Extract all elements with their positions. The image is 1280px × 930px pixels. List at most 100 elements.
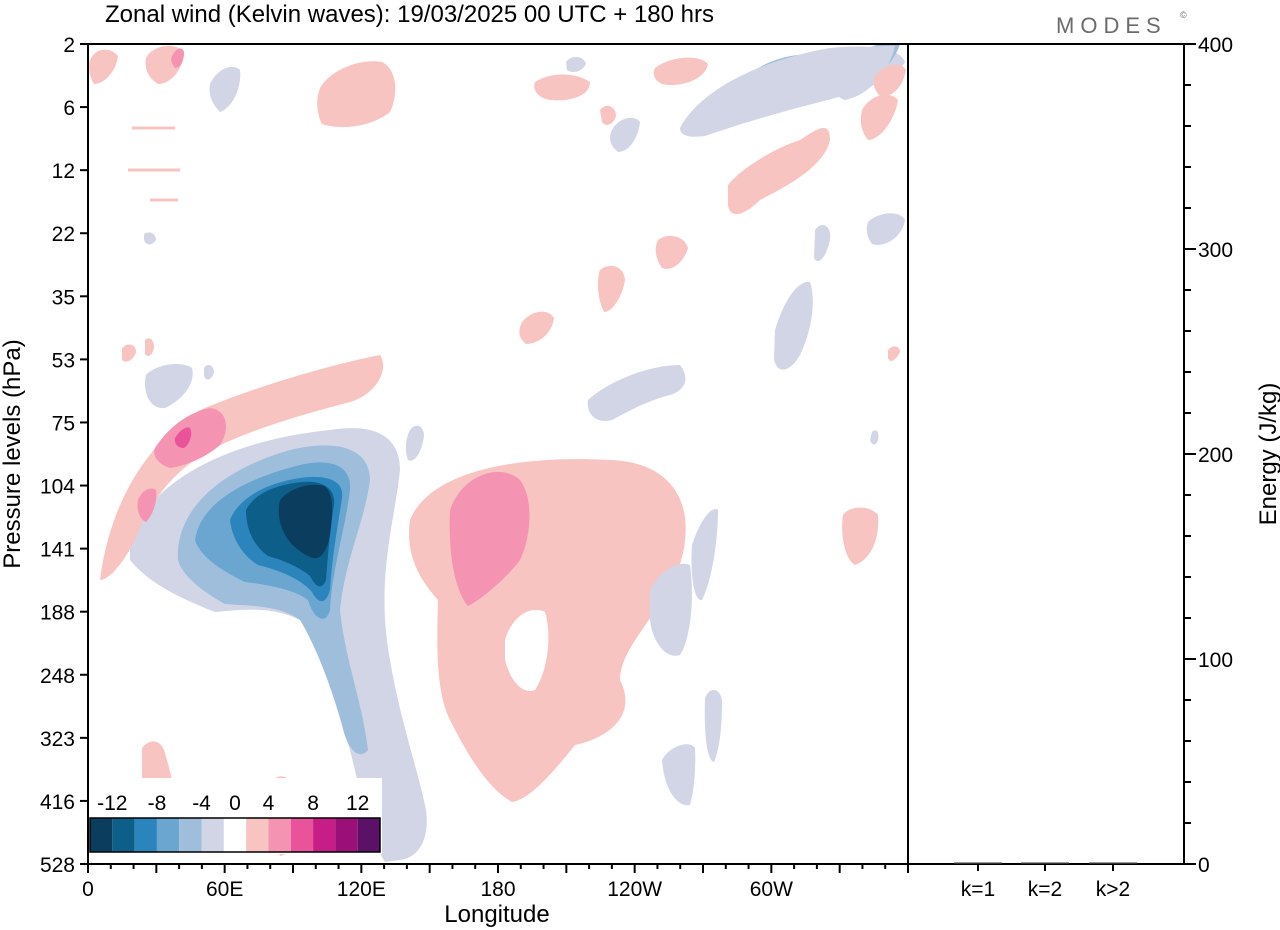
- energy-category-label: k=2: [1028, 878, 1062, 901]
- x-tick-label: 60E: [206, 878, 243, 901]
- y-tick-label: 2: [63, 34, 75, 57]
- energy-bar: [1021, 862, 1069, 864]
- contour-region: [814, 225, 831, 262]
- chart-title: Zonal wind (Kelvin waves): 19/03/2025 00…: [105, 1, 714, 28]
- colorbar-label: 8: [307, 792, 319, 815]
- colorbar-label: 12: [346, 792, 369, 815]
- colorbar-label: -12: [97, 792, 127, 815]
- y-tick-label: 188: [40, 602, 75, 625]
- colorbar-label: 0: [229, 792, 241, 815]
- contour-region: [873, 64, 906, 97]
- energy-panel: 0 100 200 300 400 k=1 k=2 k>2 Energy (J/kg): [907, 34, 1280, 901]
- y-tick-label: 323: [40, 728, 75, 751]
- colorbar-swatch: [134, 818, 157, 852]
- y-tick-label: 416: [40, 791, 75, 814]
- energy-axis-label: Energy (J/kg): [1255, 383, 1280, 526]
- energy-tick-label: 200: [1198, 444, 1233, 467]
- energy-bar: [954, 862, 1002, 864]
- contour-region: [774, 281, 813, 370]
- hovmoller-panel: -12 -8 -4 0 4 8 12 261222355375104141188248323…: [0, 34, 909, 928]
- colorbar-swatch: [268, 818, 291, 852]
- contour-region: [866, 213, 905, 245]
- y-tick-label: 12: [52, 160, 75, 183]
- contour-region: [317, 61, 396, 128]
- contour-region: [145, 338, 154, 356]
- contour-region: [449, 471, 530, 606]
- colorbar-swatch: [112, 818, 135, 852]
- colorbar-swatch: [246, 818, 269, 852]
- y-tick-label: 75: [52, 412, 75, 435]
- y-tick-label: 35: [52, 286, 75, 309]
- energy-tick-label: 400: [1198, 34, 1233, 57]
- energy-x-axis: k=1 k=2 k>2: [961, 864, 1130, 901]
- colorbar-swatch: [290, 818, 314, 852]
- colorbar-frame: [89, 817, 381, 853]
- contour-region: [519, 311, 554, 344]
- contour-region: [842, 507, 879, 565]
- brand-mark: ©: [1180, 10, 1187, 20]
- colorbar-swatch: [201, 818, 224, 852]
- brand-logo: MODES: [1056, 13, 1167, 38]
- contour-region: [691, 509, 718, 601]
- colorbar-label: -8: [148, 792, 167, 815]
- contour-region: [174, 427, 192, 448]
- x-tick-label: 0: [82, 878, 94, 901]
- contour-region: [204, 365, 214, 380]
- contour-region: [587, 365, 686, 422]
- energy-tick-label: 0: [1198, 854, 1210, 877]
- y-axis: 2 6 12 22 35 53 75 104 141 188 248 323 416 528: [40, 34, 88, 877]
- y-tick-label: 53: [52, 349, 75, 372]
- contour-region: [405, 425, 424, 461]
- colorbar-label: -4: [192, 792, 211, 815]
- contour-region: [534, 74, 590, 101]
- contour-region: [89, 49, 118, 84]
- colorbar-label: 4: [263, 792, 275, 815]
- x-tick-label: 120W: [607, 878, 662, 901]
- contour-region: [828, 45, 895, 100]
- x-axis-label: Longitude: [444, 901, 549, 928]
- energy-category-label: k=1: [961, 878, 995, 901]
- colorbar: -12 -8 -4 0 4 8 12: [88, 778, 382, 854]
- y-tick-label: 6: [63, 97, 75, 120]
- x-tick-label: 180: [480, 878, 515, 901]
- contour-region: [728, 127, 830, 215]
- colorbar-swatch: [335, 818, 358, 852]
- contour-region: [122, 344, 136, 362]
- y-tick-label: 141: [40, 539, 75, 562]
- contour-region: [610, 117, 640, 152]
- contour-region: [278, 484, 333, 559]
- y-tick-label: 22: [52, 223, 75, 246]
- x-tick-label: 120E: [337, 878, 386, 901]
- y-axis-label: Pressure levels (hPa): [0, 339, 26, 568]
- y-tick-label: 104: [40, 476, 75, 499]
- energy-bars: [954, 862, 1137, 864]
- contour-region: [655, 235, 688, 269]
- contour-region: [888, 346, 900, 361]
- energy-axis: 0 100 200 300 400: [1184, 34, 1233, 877]
- x-tick-label: 60W: [750, 878, 793, 901]
- colorbar-swatch: [179, 818, 202, 852]
- x-axis: 0 60E 120E 180 120W 60W: [82, 864, 909, 901]
- contour-region: [144, 364, 193, 409]
- contour-region: [209, 66, 241, 112]
- contour-region: [653, 57, 708, 86]
- wind-contours: [89, 44, 906, 862]
- contour-region: [600, 105, 616, 125]
- contour-region: [171, 48, 184, 68]
- colorbar-swatch: [357, 818, 380, 852]
- energy-bar: [1089, 862, 1137, 864]
- energy-tick-label: 300: [1198, 239, 1233, 262]
- contour-region: [144, 232, 156, 245]
- contour-region: [870, 430, 879, 445]
- colorbar-swatch: [313, 818, 336, 852]
- y-tick-label: 248: [40, 665, 75, 688]
- colorbar-swatch: [90, 818, 113, 852]
- contour-region: [100, 355, 384, 580]
- colorbar-swatch: [223, 818, 247, 852]
- colorbar-swatch: [156, 818, 180, 852]
- energy-frame: [907, 43, 1185, 865]
- contour-region: [597, 265, 625, 312]
- energy-tick-label: 100: [1198, 649, 1233, 672]
- y-tick-label: 528: [40, 854, 75, 877]
